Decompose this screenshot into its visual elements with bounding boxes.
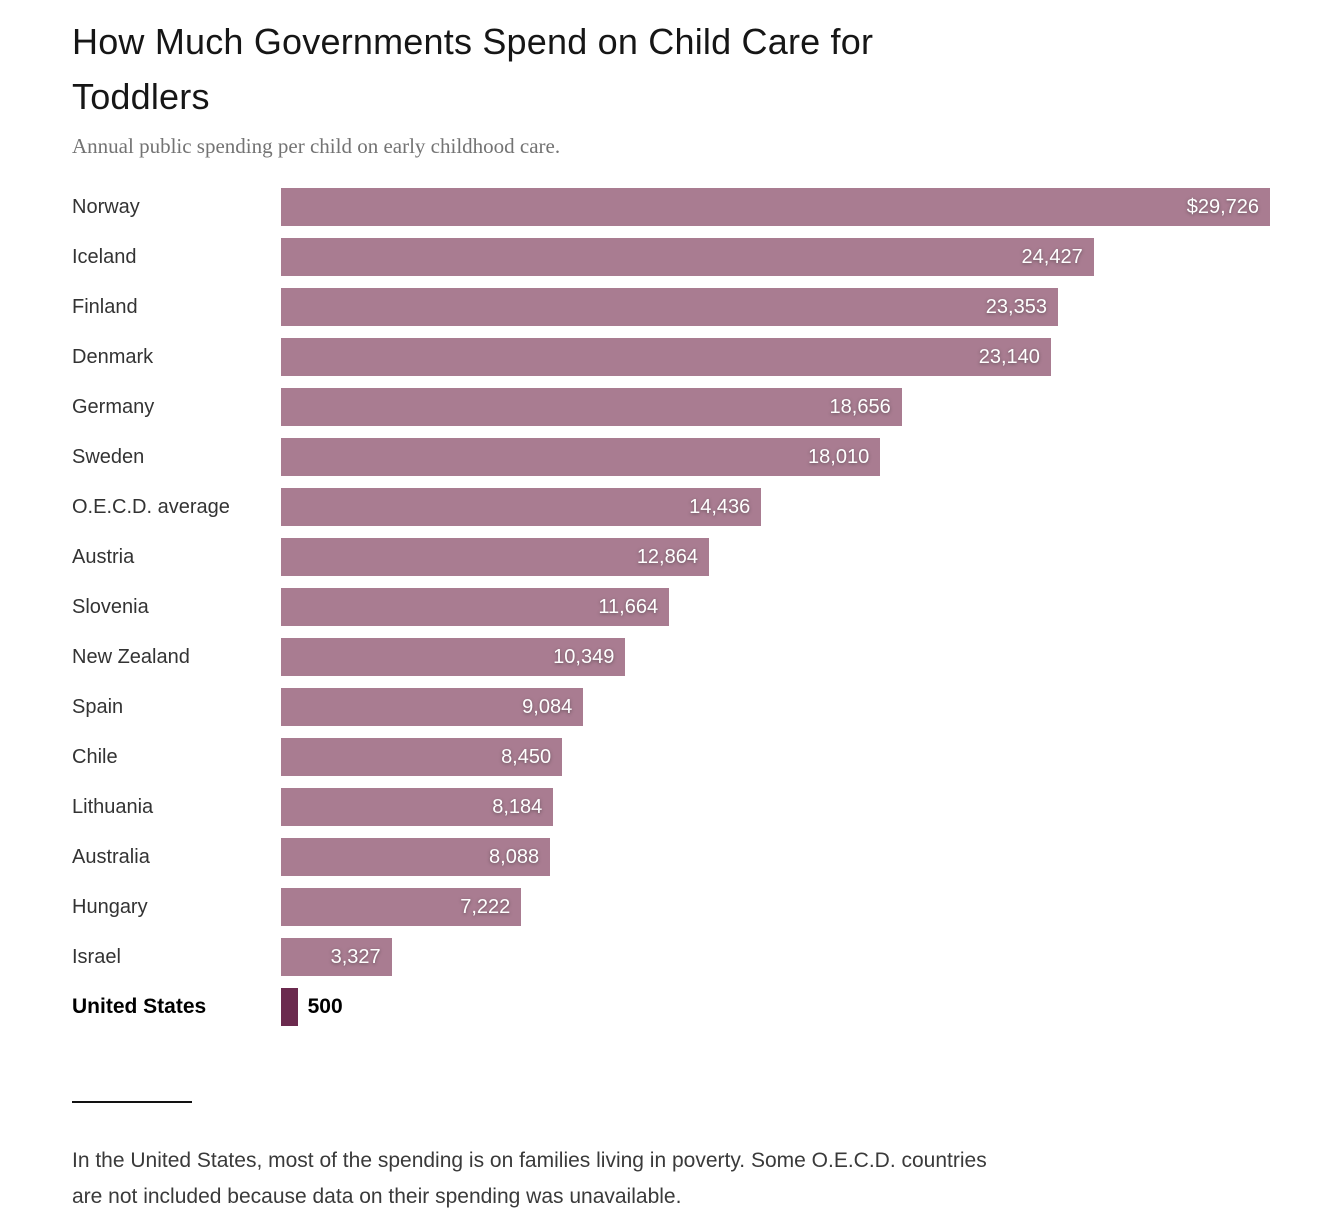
bar: 8,088 <box>281 838 551 876</box>
footnote-divider <box>72 1101 192 1103</box>
bar-track: 23,353 <box>281 288 1270 326</box>
category-label: Australia <box>72 845 150 868</box>
bar-track: 18,656 <box>281 388 1270 426</box>
category-label: Iceland <box>72 245 137 268</box>
bar-row: Lithuania 8,184 <box>72 782 1270 832</box>
bar: 24,427 <box>281 238 1094 276</box>
bar-track: 9,084 <box>281 688 1270 726</box>
bar-row: Iceland 24,427 <box>72 232 1270 282</box>
category-label: Norway <box>72 195 140 218</box>
bar-value: 23,140 <box>978 345 1040 368</box>
bar-track: 3,327 <box>281 938 1270 976</box>
bar: 9,084 <box>281 688 584 726</box>
chart-title-line-2: Toddlers <box>72 76 210 117</box>
bar-value: 500 <box>307 995 343 1018</box>
bar-track: 14,436 <box>281 488 1270 526</box>
bar: 3,327 <box>281 938 392 976</box>
bar-row: Germany 18,656 <box>72 382 1270 432</box>
bar-row: Chile 8,450 <box>72 732 1270 782</box>
category-label: Slovenia <box>72 595 149 618</box>
bar-track: 7,222 <box>281 888 1270 926</box>
bar-value: 23,353 <box>985 295 1047 318</box>
bar-track: 11,664 <box>281 588 1270 626</box>
bar-value: 7,222 <box>460 895 511 918</box>
bar: 18,656 <box>281 388 902 426</box>
bar-track: 500 <box>281 988 1270 1026</box>
bar-track: 12,864 <box>281 538 1270 576</box>
category-label: O.E.C.D. average <box>72 495 230 518</box>
category-label: Finland <box>72 295 138 318</box>
category-label: Sweden <box>72 445 145 468</box>
bar-track: 24,427 <box>281 238 1270 276</box>
bar-track: 18,010 <box>281 438 1270 476</box>
category-label: Lithuania <box>72 795 154 818</box>
category-label: Spain <box>72 695 124 718</box>
bar-row: Australia 8,088 <box>72 832 1270 882</box>
bar-track: 8,184 <box>281 788 1270 826</box>
bar-value: 10,349 <box>553 645 615 668</box>
bar-row: Sweden 18,010 <box>72 432 1270 482</box>
bar-rows: Norway $29,726 Iceland 24,427 Finland 23,353 D… <box>72 182 1270 1032</box>
category-label: United States <box>72 995 207 1018</box>
category-label: Israel <box>72 945 121 968</box>
bar-row: Finland 23,353 <box>72 282 1270 332</box>
bar-row: Israel 3,327 <box>72 932 1270 982</box>
bar-value: 3,327 <box>330 945 381 968</box>
bar-value: $29,726 <box>1186 195 1259 218</box>
bar-value: 12,864 <box>636 545 698 568</box>
category-label: Chile <box>72 745 118 768</box>
bar-track: 10,349 <box>281 638 1270 676</box>
footnote-text: In the United States, most of the spendi… <box>72 1143 1270 1215</box>
bar-track: $29,726 <box>281 188 1270 226</box>
bar: 12,864 <box>281 538 709 576</box>
bar: $29,726 <box>281 188 1270 226</box>
category-label: New Zealand <box>72 645 190 668</box>
bar-row: Austria 12,864 <box>72 532 1270 582</box>
bar-track: 8,450 <box>281 738 1270 776</box>
bar-row: Slovenia 11,664 <box>72 582 1270 632</box>
chart-title: How Much Governments Spend on Child Care… <box>72 14 1270 124</box>
bar-row: O.E.C.D. average 14,436 <box>72 482 1270 532</box>
bar: 8,184 <box>281 788 554 826</box>
chart-subtitle: Annual public spending per child on earl… <box>72 134 561 158</box>
bar: 11,664 <box>281 588 670 626</box>
bar-track: 8,088 <box>281 838 1270 876</box>
bar: 23,353 <box>281 288 1058 326</box>
bar-value: 8,088 <box>489 845 540 868</box>
bar-row: United States 500 <box>72 982 1270 1032</box>
chart-title-line-1: How Much Governments Spend on Child Care… <box>72 21 874 62</box>
bar-track: 23,140 <box>281 338 1270 376</box>
bar-value: 24,427 <box>1021 245 1083 268</box>
bar-row: Denmark 23,140 <box>72 332 1270 382</box>
bar <box>281 988 298 1026</box>
footnote-line-2: are not included because data on their s… <box>72 1185 682 1208</box>
bar-value: 18,656 <box>829 395 891 418</box>
bar-row: Norway $29,726 <box>72 182 1270 232</box>
bar-value: 14,436 <box>689 495 751 518</box>
bar-row: Hungary 7,222 <box>72 882 1270 932</box>
bar: 18,010 <box>281 438 881 476</box>
bar: 10,349 <box>281 638 626 676</box>
category-label: Austria <box>72 545 135 568</box>
bar-value: 9,084 <box>522 695 573 718</box>
bar-value: 11,664 <box>598 595 659 618</box>
category-label: Hungary <box>72 895 148 918</box>
bar: 14,436 <box>281 488 762 526</box>
bar-row: Spain 9,084 <box>72 682 1270 732</box>
bar: 7,222 <box>281 888 522 926</box>
bar-row: New Zealand 10,349 <box>72 632 1270 682</box>
bar: 8,450 <box>281 738 563 776</box>
bar-value: 18,010 <box>808 445 870 468</box>
bar-value: 8,450 <box>501 745 552 768</box>
category-label: Germany <box>72 395 155 418</box>
bar-value: 8,184 <box>492 795 543 818</box>
footnote-line-1: In the United States, most of the spendi… <box>72 1149 987 1172</box>
category-label: Denmark <box>72 345 154 368</box>
bar: 23,140 <box>281 338 1051 376</box>
bar-chart: Norway $29,726 Iceland 24,427 Finland 23,353 D… <box>72 182 1270 1032</box>
